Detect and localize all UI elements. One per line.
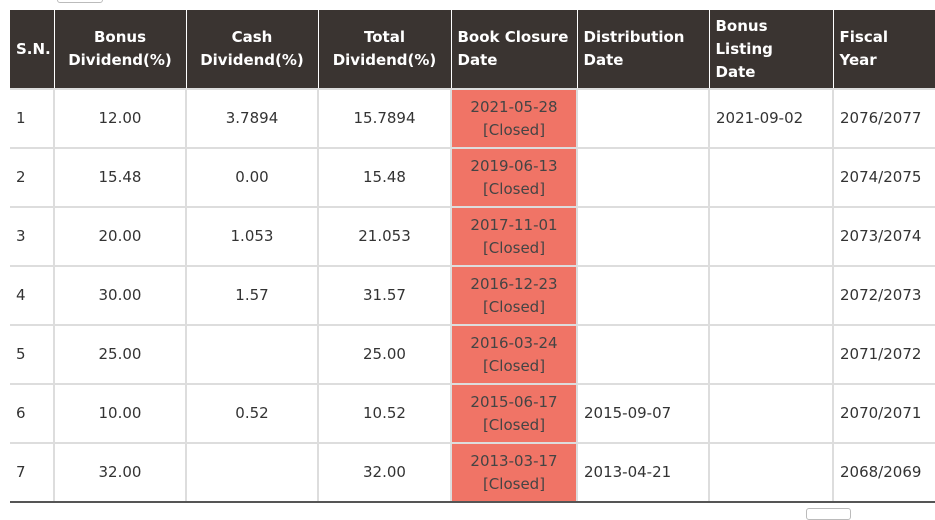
table-row: 4 30.00 1.57 31.57 2016-12-23 [Closed] 20…	[10, 265, 935, 325]
cell-fiscal: 2068/2069	[832, 442, 935, 503]
cell-bonus: 25.00	[53, 324, 186, 384]
table-header-row: S.N. Bonus Dividend(%) Cash Dividend(%) To…	[10, 10, 935, 89]
cell-listing	[708, 147, 833, 207]
cell-fiscal: 2074/2075	[832, 147, 935, 207]
cell-fiscal: 2071/2072	[832, 324, 935, 384]
header-sn[interactable]: S.N.	[10, 10, 54, 89]
cell-sn: 3	[10, 206, 54, 266]
bottom-control-stub[interactable]	[806, 508, 851, 520]
cell-total: 15.7894	[317, 88, 451, 148]
cell-cash: 0.52	[185, 383, 318, 443]
cell-listing	[708, 206, 833, 266]
cell-book-closure: 2016-03-24 [Closed]	[450, 324, 577, 384]
book-closure-date: 2021-05-28	[470, 97, 558, 116]
book-closure-date: 2013-03-17	[470, 451, 558, 470]
cell-total: 10.52	[317, 383, 451, 443]
table-row: 3 20.00 1.053 21.053 2017-11-01 [Closed] …	[10, 206, 935, 266]
cell-cash: 1.57	[185, 265, 318, 325]
cell-book-closure: 2015-06-17 [Closed]	[450, 383, 577, 443]
cell-distribution	[576, 147, 709, 207]
dividend-history-table: S.N. Bonus Dividend(%) Cash Dividend(%) To…	[10, 10, 935, 503]
cell-book-closure: 2017-11-01 [Closed]	[450, 206, 577, 266]
cell-book-closure: 2013-03-17 [Closed]	[450, 442, 577, 503]
book-closure-status: [Closed]	[482, 238, 546, 257]
cell-sn: 5	[10, 324, 54, 384]
header-book-closure-date[interactable]: Book Closure Date	[450, 10, 577, 89]
book-closure-status: [Closed]	[482, 356, 546, 375]
book-closure-status: [Closed]	[482, 474, 546, 493]
table-row: 7 32.00 32.00 2013-03-17 [Closed] 2013-04…	[10, 442, 935, 503]
header-bonus-dividend[interactable]: Bonus Dividend(%)	[53, 10, 186, 89]
book-closure-status: [Closed]	[482, 415, 546, 434]
book-closure-date: 2017-11-01	[470, 215, 558, 234]
cell-bonus: 12.00	[53, 88, 186, 148]
cell-distribution: 2013-04-21	[576, 442, 709, 503]
cell-total: 21.053	[317, 206, 451, 266]
book-closure-date: 2016-12-23	[470, 274, 558, 293]
header-total-dividend[interactable]: Total Dividend(%)	[317, 10, 451, 89]
cell-total: 25.00	[317, 324, 451, 384]
book-closure-status: [Closed]	[482, 120, 546, 139]
book-closure-status: [Closed]	[482, 297, 546, 316]
cell-total: 32.00	[317, 442, 451, 503]
cell-cash: 1.053	[185, 206, 318, 266]
cell-distribution	[576, 324, 709, 384]
cell-listing	[708, 324, 833, 384]
cell-sn: 4	[10, 265, 54, 325]
cell-listing	[708, 442, 833, 503]
cell-total: 15.48	[317, 147, 451, 207]
cell-distribution	[576, 88, 709, 148]
cell-listing: 2021-09-02	[708, 88, 833, 148]
book-closure-status: [Closed]	[482, 179, 546, 198]
cell-sn: 7	[10, 442, 54, 503]
header-bonus-listing-date[interactable]: Bonus Listing Date	[708, 10, 833, 89]
cell-book-closure: 2019-06-13 [Closed]	[450, 147, 577, 207]
cell-distribution	[576, 206, 709, 266]
cell-distribution	[576, 265, 709, 325]
cell-bonus: 20.00	[53, 206, 186, 266]
cell-fiscal: 2073/2074	[832, 206, 935, 266]
header-distribution-date[interactable]: Distribution Date	[576, 10, 709, 89]
cell-distribution: 2015-09-07	[576, 383, 709, 443]
cell-bonus: 15.48	[53, 147, 186, 207]
table-row: 5 25.00 25.00 2016-03-24 [Closed] 2071/20…	[10, 324, 935, 384]
cell-sn: 2	[10, 147, 54, 207]
cell-fiscal: 2076/2077	[832, 88, 935, 148]
header-cash-dividend[interactable]: Cash Dividend(%)	[185, 10, 318, 89]
table-row: 1 12.00 3.7894 15.7894 2021-05-28 [Closed…	[10, 88, 935, 148]
cell-sn: 6	[10, 383, 54, 443]
cell-cash: 0.00	[185, 147, 318, 207]
cell-sn: 1	[10, 88, 54, 148]
cell-bonus: 30.00	[53, 265, 186, 325]
cell-total: 31.57	[317, 265, 451, 325]
cell-cash: 3.7894	[185, 88, 318, 148]
cell-listing	[708, 383, 833, 443]
cell-bonus: 32.00	[53, 442, 186, 503]
cell-book-closure: 2016-12-23 [Closed]	[450, 265, 577, 325]
cell-book-closure: 2021-05-28 [Closed]	[450, 88, 577, 148]
table-row: 6 10.00 0.52 10.52 2015-06-17 [Closed] 20…	[10, 383, 935, 443]
cell-bonus: 10.00	[53, 383, 186, 443]
book-closure-date: 2016-03-24	[470, 333, 558, 352]
book-closure-date: 2015-06-17	[470, 392, 558, 411]
cell-cash	[185, 442, 318, 503]
cell-cash	[185, 324, 318, 384]
table-row: 2 15.48 0.00 15.48 2019-06-13 [Closed] 20…	[10, 147, 935, 207]
top-control-stub[interactable]	[57, 0, 103, 3]
cell-fiscal: 2070/2071	[832, 383, 935, 443]
book-closure-date: 2019-06-13	[470, 156, 558, 175]
header-fiscal-year[interactable]: Fiscal Year	[832, 10, 935, 89]
cell-fiscal: 2072/2073	[832, 265, 935, 325]
cell-listing	[708, 265, 833, 325]
